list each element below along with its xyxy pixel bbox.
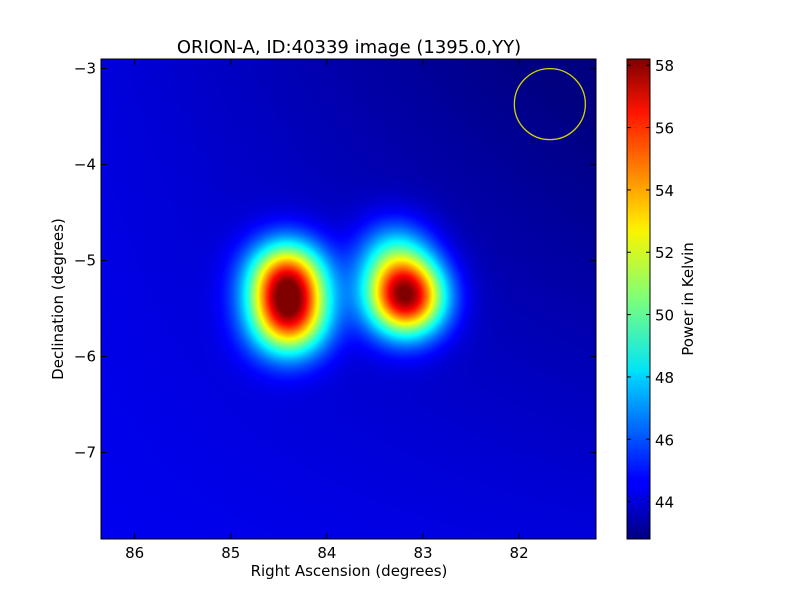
chart-title: ORION-A, ID:40339 image (1395.0,YY)	[177, 37, 521, 58]
beam-circle	[513, 67, 587, 141]
x-tick-label: 83	[413, 544, 432, 562]
colorbar-label: Power in Kelvin	[679, 242, 697, 356]
colorbar-tick-label: 54	[655, 182, 674, 200]
x-tick-label: 82	[510, 544, 529, 562]
y-tick-label: −3	[74, 60, 96, 78]
colorbar-tick-label: 52	[655, 244, 674, 262]
colorbar-tick-label: 58	[655, 57, 674, 75]
heatmap-raster	[101, 59, 596, 539]
y-axis: −3 −4 −5 −6 −7	[74, 60, 596, 462]
colorbar-tick-label: 48	[655, 369, 674, 387]
heatmap-image	[101, 59, 596, 539]
x-axis: 86 85 84 83 82	[125, 59, 529, 562]
y-axis-label: Declination (degrees)	[49, 218, 67, 380]
colorbar-tick-label: 50	[655, 307, 674, 325]
x-tick-label: 86	[125, 544, 144, 562]
colorbar-tick-label: 46	[655, 431, 674, 449]
y-tick-label: −6	[74, 348, 96, 366]
colorbar	[626, 58, 651, 540]
y-tick-label: −7	[74, 444, 96, 462]
plot-frame	[100, 58, 597, 540]
colorbar-tick-label: 44	[655, 494, 674, 512]
x-tick-label: 84	[317, 544, 336, 562]
y-tick-label: −4	[74, 156, 96, 174]
colorbar-ticks: 44 46 48 50 52 54 56 58	[627, 57, 674, 512]
x-tick-label: 85	[221, 544, 240, 562]
x-axis-label: Right Ascension (degrees)	[251, 562, 448, 580]
y-tick-label: −5	[74, 252, 96, 270]
colorbar-tick-label: 56	[655, 120, 674, 138]
